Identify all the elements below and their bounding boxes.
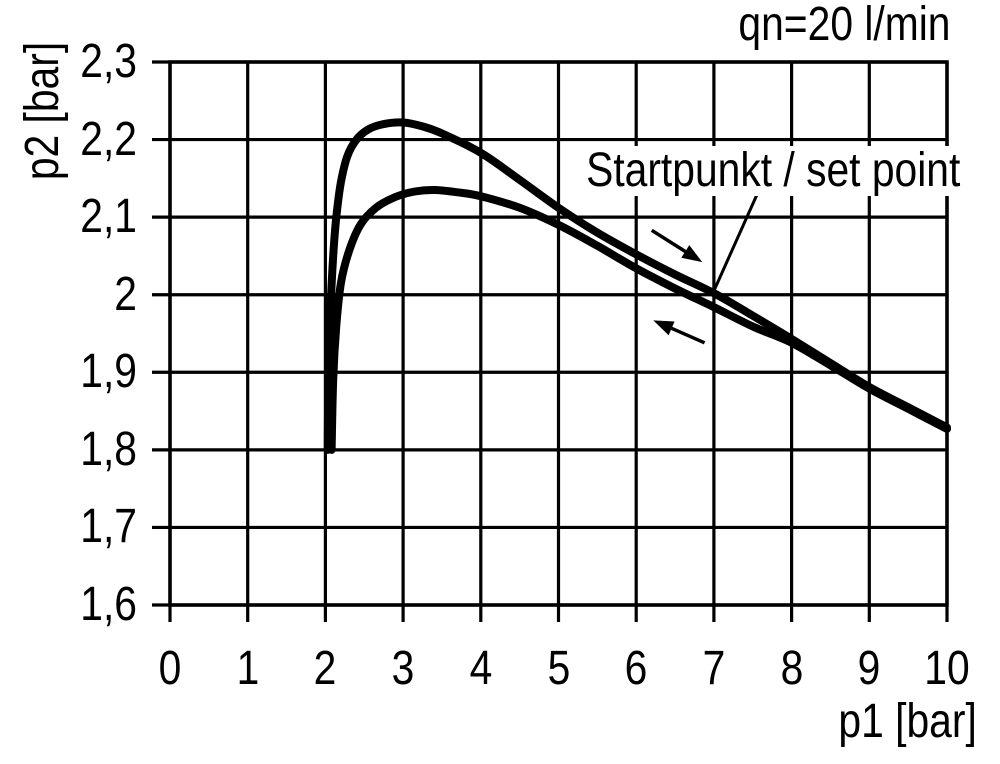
set-point-leader-line — [712, 194, 759, 292]
x-tick-label: 9 — [857, 642, 881, 695]
x-tick-label: 7 — [702, 642, 726, 695]
direction-arrow-right — [650, 228, 703, 263]
y-tick-label: 1,7 — [80, 500, 137, 554]
y-tick-label: 1,8 — [80, 422, 137, 476]
curve-upper — [323, 118, 951, 454]
y-tick-label: 2,2 — [80, 112, 137, 166]
y-tick-label: 2,1 — [80, 190, 137, 244]
flow-rate-annotation: qn=20 l/min — [737, 0, 950, 51]
x-tick-label: 3 — [391, 642, 415, 695]
x-tick-label: 6 — [624, 642, 648, 695]
x-tick-label: 0 — [158, 642, 182, 695]
y-tick-label: 1,9 — [80, 345, 137, 399]
x-tick-label: 2 — [314, 642, 337, 695]
x-tick-label: 4 — [469, 642, 493, 695]
x-tick-label: 5 — [547, 642, 570, 695]
x-tick-label: 8 — [780, 642, 803, 695]
y-tick-label: 2 — [114, 267, 137, 321]
x-tick-label: 10 — [924, 642, 970, 695]
curve-lower — [327, 185, 951, 454]
x-axis-title: p1 [bar] — [838, 695, 977, 748]
y-tick-label: 2,3 — [80, 35, 137, 88]
y-tick-label: 1,6 — [80, 578, 137, 631]
x-tick-label: 1 — [236, 642, 260, 695]
direction-arrow-left — [653, 320, 706, 345]
set-point-label: Startpunkt / set point — [581, 146, 966, 196]
